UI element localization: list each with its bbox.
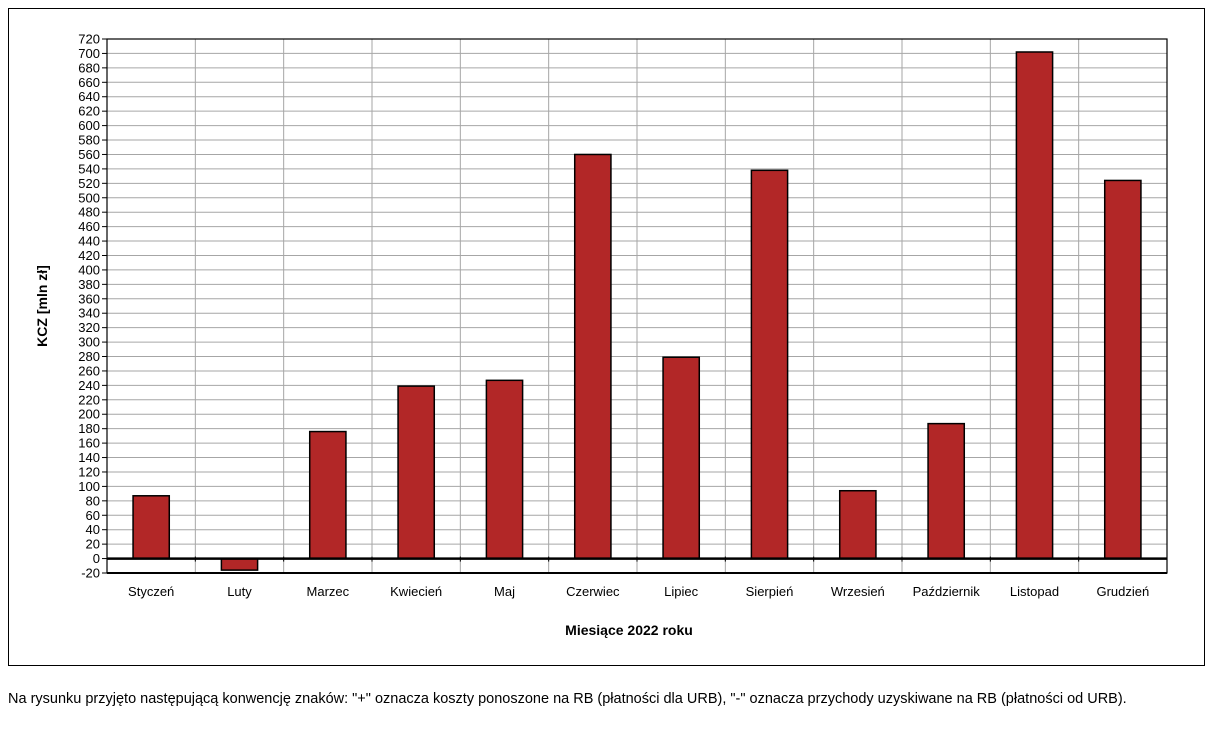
y-tick-label: 360 — [78, 291, 100, 306]
y-tick-label: 320 — [78, 320, 100, 335]
x-tick-label: Lipiec — [664, 584, 698, 599]
x-tick-label: Luty — [227, 584, 252, 599]
bars — [132, 51, 1142, 571]
y-tick-label: 0 — [93, 551, 100, 566]
chart-frame: 720 700 680 660 640 620 600 580 560 540 520 500 480 4… — [8, 8, 1205, 666]
y-tick-label: 120 — [78, 464, 100, 479]
y-tick-label: 160 — [78, 436, 100, 451]
y-tick-label: 500 — [78, 190, 100, 205]
x-tick-label: Styczeń — [128, 584, 174, 599]
bar — [838, 489, 877, 560]
y-tick-label: 620 — [78, 104, 100, 119]
x-tick-label: Marzec — [307, 584, 350, 599]
y-tick-label: 720 — [78, 32, 100, 47]
bar-chart: 7207006806606406206005805605405205004804… — [34, 32, 1168, 638]
grid-lines — [107, 38, 1167, 574]
bar — [750, 169, 789, 560]
y-tick-label: 20 — [86, 537, 100, 552]
y-tick-label: 220 — [78, 392, 100, 407]
x-axis-title: Miesiące 2022 roku — [565, 622, 693, 638]
figure-caption: Na rysunku przyjęto następującą konwencj… — [8, 691, 1127, 707]
y-tick-labels: 7207006806606406206005805605405205004804… — [78, 32, 100, 581]
bar — [927, 422, 966, 560]
x-tick-label: Kwiecień — [390, 584, 442, 599]
bar — [397, 385, 436, 560]
y-tick-label: 260 — [78, 363, 100, 378]
y-tick-label: 140 — [78, 450, 100, 465]
bar — [573, 153, 612, 560]
y-tick-label: 440 — [78, 234, 100, 249]
x-tick-label: Listopad — [1010, 584, 1059, 599]
y-tick-label: 200 — [78, 407, 100, 422]
x-tick-label: Wrzesień — [831, 584, 885, 599]
y-tick-label: 300 — [78, 335, 100, 350]
bar — [662, 356, 701, 560]
x-tick-label: Październik — [913, 584, 981, 599]
y-tick-label: -20 — [81, 566, 100, 581]
y-tick-label: 640 — [78, 89, 100, 104]
y-tick-label: 100 — [78, 479, 100, 494]
y-tick-label: 380 — [78, 277, 100, 292]
y-tick-label: 240 — [78, 378, 100, 393]
y-tick-label: 340 — [78, 306, 100, 321]
axes — [102, 38, 1168, 574]
y-tick-label: 580 — [78, 133, 100, 148]
y-tick-label: 180 — [78, 421, 100, 436]
bar — [220, 557, 259, 571]
y-tick-label: 80 — [86, 493, 100, 508]
x-tick-label: Maj — [494, 584, 515, 599]
y-tick-label: 60 — [86, 508, 100, 523]
y-tick-label: 400 — [78, 262, 100, 277]
y-tick-label: 560 — [78, 147, 100, 162]
bar — [485, 379, 524, 560]
bar — [1103, 179, 1142, 560]
y-tick-label: 40 — [86, 522, 100, 537]
x-tick-label: Grudzień — [1096, 584, 1149, 599]
y-tick-label: 700 — [78, 46, 100, 61]
x-tick-label: Czerwiec — [566, 584, 620, 599]
y-tick-label: 660 — [78, 75, 100, 90]
y-tick-label: 540 — [78, 161, 100, 176]
bar — [308, 430, 347, 560]
y-tick-label: 460 — [78, 219, 100, 234]
y-tick-label: 280 — [78, 349, 100, 364]
y-tick-label: 480 — [78, 205, 100, 220]
bar — [132, 495, 171, 560]
y-axis-title: KCZ [mln zł] — [34, 265, 50, 347]
y-tick-label: 600 — [78, 118, 100, 133]
y-tick-label: 680 — [78, 60, 100, 75]
x-tick-labels: Styczeń Luty Marzec Kwiecień Maj Czerwiec Lipi… — [128, 584, 1149, 599]
x-tick-label: Sierpień — [746, 584, 794, 599]
bar — [1015, 51, 1054, 560]
y-tick-label: 420 — [78, 248, 100, 263]
y-tick-label: 520 — [78, 176, 100, 191]
